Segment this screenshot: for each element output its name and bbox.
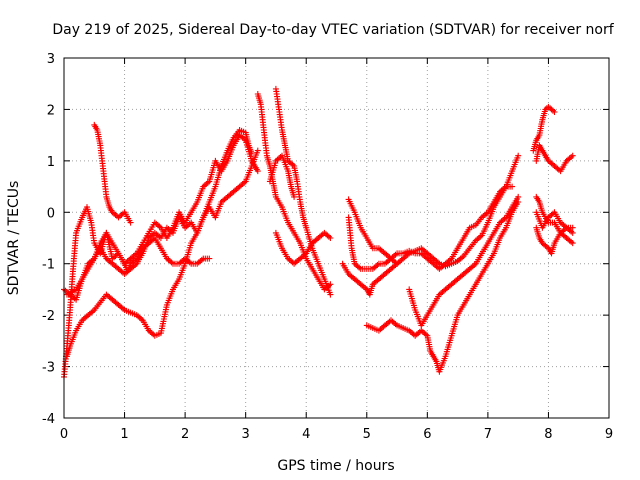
data-point-markers bbox=[272, 85, 334, 298]
y-tick-label: 3 bbox=[47, 52, 55, 67]
series-track-13 bbox=[363, 199, 522, 375]
series-track-9 bbox=[272, 229, 334, 267]
x-axis-label: GPS time / hours bbox=[277, 458, 394, 474]
data-point-markers bbox=[64, 229, 213, 298]
data-point-markers bbox=[533, 142, 576, 175]
series-track-10 bbox=[345, 152, 522, 270]
data-point-markers bbox=[61, 132, 261, 380]
y-tick-label: -3 bbox=[42, 361, 55, 376]
series-track-16 bbox=[533, 142, 576, 175]
data-point-markers bbox=[533, 209, 576, 231]
axis-ticks: 0 1 2 3 4 5 6 7 8 9 -4 -3 -2 -1 0 1 2 3 bbox=[42, 52, 613, 442]
x-tick-label: 0 bbox=[60, 427, 68, 442]
x-tick-label: 8 bbox=[544, 427, 552, 442]
y-tick-label: -4 bbox=[42, 412, 55, 427]
x-tick-label: 7 bbox=[484, 427, 492, 442]
y-tick-label: 0 bbox=[47, 206, 55, 221]
y-tick-label: 1 bbox=[47, 155, 55, 170]
y-tick-label: -2 bbox=[42, 309, 55, 324]
series-track-4 bbox=[64, 127, 255, 360]
series-track-19 bbox=[533, 209, 576, 231]
data-series bbox=[61, 85, 576, 380]
series-line bbox=[257, 93, 331, 291]
x-tick-label: 6 bbox=[423, 427, 431, 442]
series-track-5 bbox=[91, 121, 134, 226]
x-tick-label: 5 bbox=[363, 427, 371, 442]
series-track-8 bbox=[266, 152, 298, 200]
data-point-markers bbox=[91, 121, 134, 226]
x-tick-label: 4 bbox=[302, 427, 310, 442]
chart-title: Day 219 of 2025, Sidereal Day-to-day VTE… bbox=[52, 22, 614, 38]
series-line bbox=[366, 201, 519, 374]
data-point-markers bbox=[64, 127, 255, 360]
series-track-15 bbox=[530, 103, 558, 154]
data-point-markers bbox=[530, 103, 558, 154]
data-point-markers bbox=[406, 193, 522, 329]
y-axis-label: SDTVAR / TECUs bbox=[6, 181, 22, 296]
x-tick-label: 9 bbox=[605, 427, 613, 442]
y-tick-label: 2 bbox=[47, 103, 55, 118]
plot-frame bbox=[63, 57, 610, 419]
data-point-markers bbox=[345, 183, 516, 272]
series-track-1 bbox=[61, 132, 261, 380]
data-point-markers bbox=[533, 224, 576, 257]
x-tick-label: 3 bbox=[242, 427, 250, 442]
x-tick-label: 1 bbox=[120, 427, 128, 442]
series-track-14 bbox=[406, 193, 522, 329]
series-track-18 bbox=[533, 224, 576, 257]
data-point-markers bbox=[339, 260, 401, 298]
data-point-markers bbox=[266, 152, 298, 200]
x-tick-label: 2 bbox=[181, 427, 189, 442]
data-point-markers bbox=[272, 229, 334, 267]
series-track-12 bbox=[339, 260, 401, 298]
series-track-11 bbox=[345, 183, 516, 272]
data-point-markers bbox=[363, 199, 522, 375]
y-tick-label: -1 bbox=[42, 258, 55, 273]
series-track-7 bbox=[272, 85, 334, 298]
